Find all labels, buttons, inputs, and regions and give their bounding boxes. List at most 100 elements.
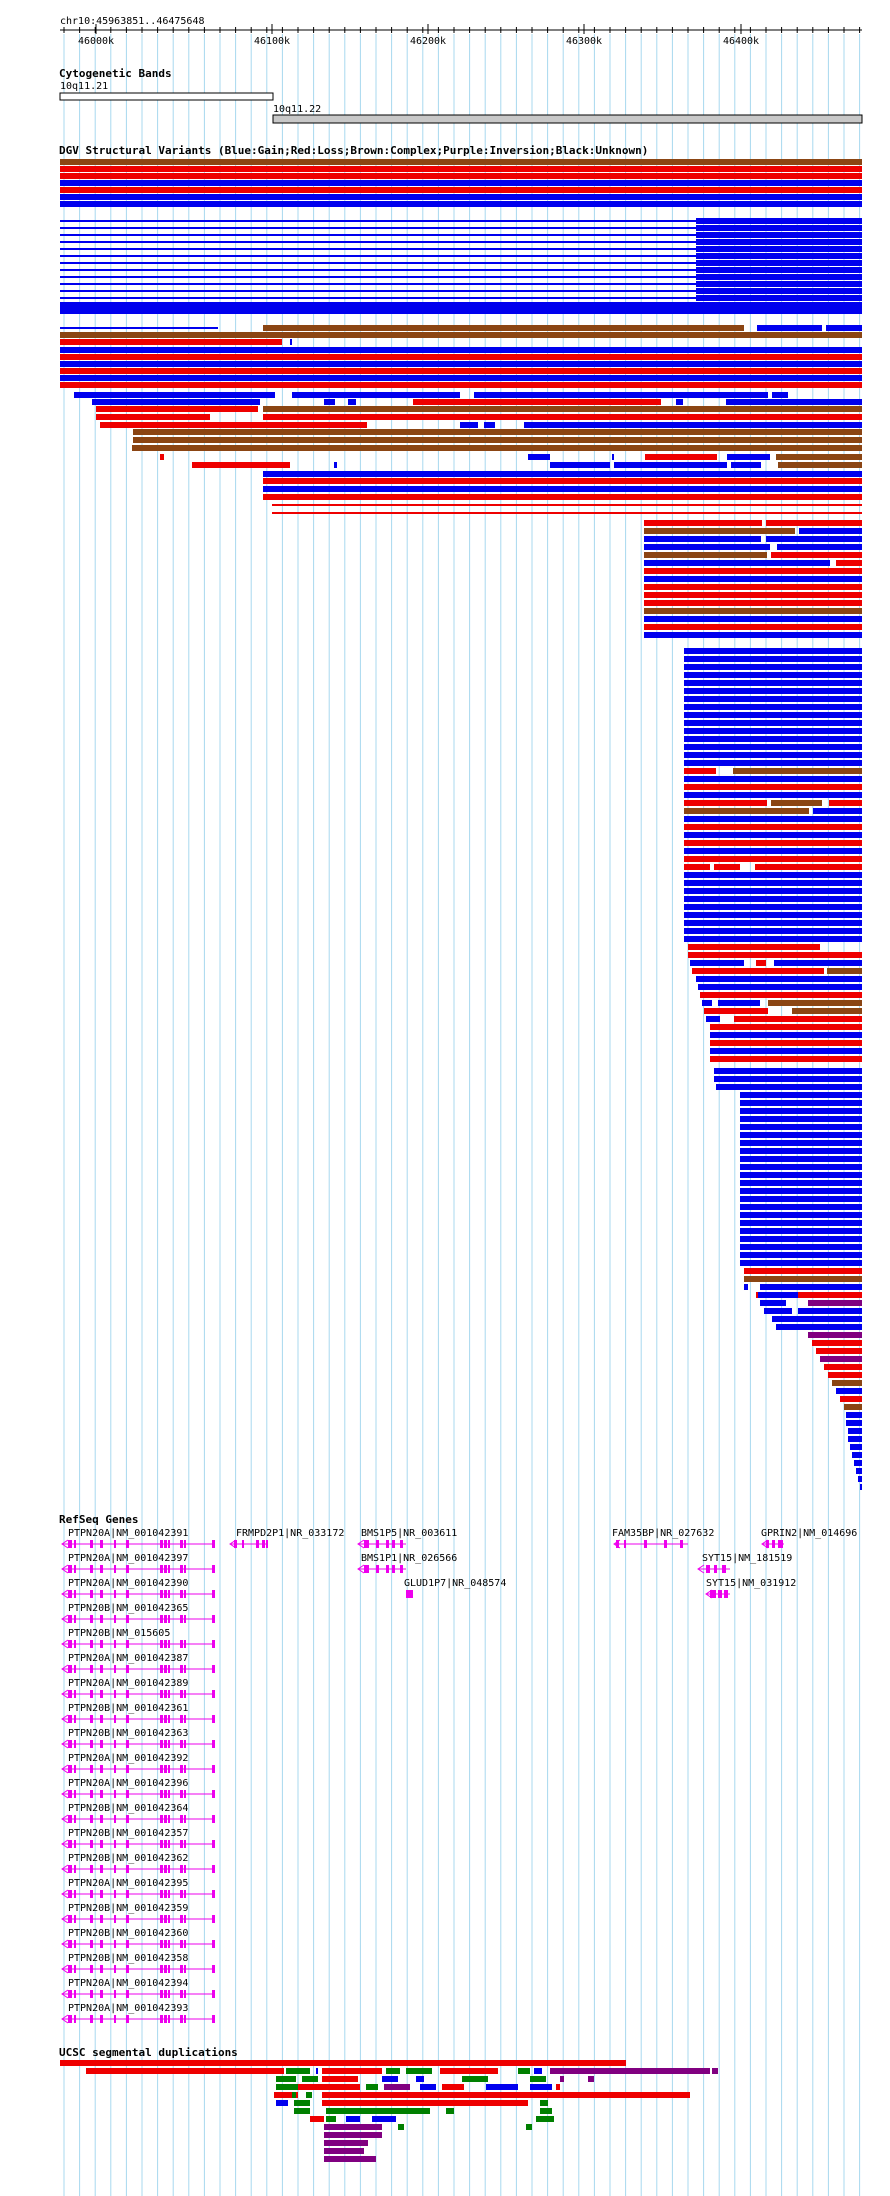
dgv-variant-bar[interactable] [684,736,862,742]
dgv-variant-bar[interactable] [768,1000,862,1006]
dgv-variant-bar[interactable] [684,792,862,798]
dgv-variant-bar[interactable] [704,1008,768,1014]
segdup-bar[interactable] [398,2124,404,2130]
segdup-bar[interactable] [446,2108,454,2114]
segdup-bar[interactable] [530,2084,552,2090]
dgv-variant-bar[interactable] [760,1284,862,1290]
gene-model[interactable] [126,1665,129,1673]
dgv-variant-bar[interactable] [348,399,356,405]
gene-model[interactable] [114,1965,116,1973]
dgv-track[interactable]: DGV Structural Variants (Blue:Gain;Red:L… [59,144,862,1490]
gene-model[interactable] [74,1565,76,1573]
gene-model[interactable] [61,1914,69,1924]
dgv-variant-bar[interactable] [836,1388,862,1394]
dgv-variant-bar[interactable] [776,1324,862,1330]
dgv-variant-bar[interactable] [744,1276,862,1282]
dgv-variant-bar[interactable] [684,696,862,702]
segdup-bar[interactable] [322,2100,528,2106]
gene-model[interactable] [184,1915,186,1923]
gene-model[interactable] [61,1989,69,1999]
dgv-variant-bar[interactable] [60,308,862,314]
gene-model[interactable] [164,1615,167,1623]
segdup-bar[interactable] [420,2084,436,2090]
gene-model[interactable] [100,1740,103,1748]
gene-model[interactable] [68,1940,72,1948]
dgv-variant-bar[interactable] [684,912,862,918]
dgv-variant-bar[interactable] [460,422,478,428]
gene-model[interactable] [180,1865,183,1873]
gene-model[interactable] [100,1615,103,1623]
segdup-bar[interactable] [550,2068,710,2074]
gene-model[interactable] [184,1540,186,1548]
dgv-variant-bar[interactable] [645,454,717,460]
gene-model[interactable] [164,1965,167,1973]
segdup-bar[interactable] [302,2076,318,2082]
gene-model[interactable] [114,2015,116,2023]
dgv-variant-bar[interactable] [716,1084,862,1090]
dgv-variant-bar[interactable] [684,672,862,678]
gene-model[interactable] [180,1665,183,1673]
dgv-variant-bar[interactable] [60,290,696,292]
gene-model[interactable] [180,1840,183,1848]
refseq-track[interactable]: RefSeq Genes PTPN20A|NM_001042391 PTPN20… [59,1513,857,2024]
dgv-variant-bar[interactable] [192,462,290,468]
gene-model[interactable] [114,1890,116,1898]
gene-label[interactable]: PTPN20A|NM_001042394 [68,1978,188,1989]
dgv-variant-bar[interactable] [740,1252,862,1258]
segdup-bar[interactable] [310,2116,324,2122]
dgv-variant-bar[interactable] [272,512,862,514]
dgv-variant-bar[interactable] [60,255,696,257]
gene-model[interactable] [114,1765,116,1773]
gene-model[interactable] [114,1540,116,1548]
dgv-variant-bar[interactable] [132,445,862,451]
dgv-variant-bar[interactable] [60,297,696,299]
segdup-bar[interactable] [556,2084,560,2090]
segdup-bar[interactable] [416,2076,424,2082]
segdup-bar[interactable] [372,2116,396,2122]
dgv-variant-bar[interactable] [740,1244,862,1250]
gene-model[interactable] [114,1615,116,1623]
gene-model[interactable] [100,1790,103,1798]
gene-model[interactable] [68,1815,72,1823]
gene-model[interactable] [168,1915,170,1923]
gene-model[interactable] [100,1990,103,1998]
dgv-variant-bar[interactable] [826,325,862,331]
gene-model[interactable] [184,1715,186,1723]
gene-model[interactable] [100,1565,103,1573]
gene-model[interactable] [100,1890,103,1898]
dgv-variant-bar[interactable] [60,180,862,186]
gene-model[interactable] [180,2015,183,2023]
dgv-variant-bar[interactable] [684,936,862,942]
segdup-bar[interactable] [534,2068,542,2074]
dgv-variant-bar[interactable] [808,1332,862,1338]
dgv-variant-bar[interactable] [756,960,766,966]
dgv-variant-bar[interactable] [60,283,696,285]
dgv-variant-bar[interactable] [100,422,367,428]
gene-model[interactable] [212,1565,215,1573]
gene-model[interactable] [126,1740,129,1748]
gene-label[interactable]: PTPN20B|NM_001042358 [68,1953,188,1964]
gene-model[interactable] [114,1565,116,1573]
dgv-variant-bar[interactable] [644,544,770,550]
dgv-variant-bar[interactable] [60,220,696,222]
gene-model[interactable] [724,1590,728,1598]
gene-model[interactable] [184,1615,186,1623]
gene-model[interactable] [180,1940,183,1948]
gene-model[interactable] [160,1840,163,1848]
gene-model[interactable] [212,1865,215,1873]
dgv-variant-bar[interactable] [858,1476,862,1482]
gene-model[interactable] [212,2015,215,2023]
dgv-variant-bar[interactable] [840,1396,862,1402]
dgv-variant-bar[interactable] [644,624,862,630]
segdup-bar[interactable] [306,2092,312,2098]
dgv-variant-bar[interactable] [528,454,550,460]
dgv-variant-bar[interactable] [774,960,862,966]
gene-label[interactable]: GLUD1P7|NR_048574 [404,1578,506,1589]
gene-model[interactable] [90,1815,93,1823]
dgv-variant-bar[interactable] [60,347,862,353]
gene-model[interactable] [400,1565,403,1573]
gene-model[interactable] [114,1915,116,1923]
dgv-variant-bar[interactable] [740,1100,862,1106]
dgv-variant-bar[interactable] [684,920,862,926]
gene-label[interactable]: FRMPD2P1|NR_033172 [236,1528,344,1539]
